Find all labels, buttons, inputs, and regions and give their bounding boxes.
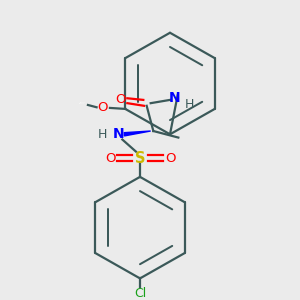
Polygon shape — [124, 131, 151, 136]
Text: O: O — [97, 101, 108, 114]
Text: N: N — [112, 127, 124, 141]
Text: O: O — [115, 93, 125, 106]
Text: S: S — [135, 152, 145, 166]
Text: methoxy: methoxy — [79, 103, 85, 104]
Text: H: H — [184, 98, 194, 111]
Text: H: H — [98, 128, 107, 141]
Text: O: O — [165, 152, 175, 165]
Text: methoxy: methoxy — [80, 102, 86, 103]
Text: Cl: Cl — [134, 286, 146, 300]
Text: N: N — [169, 91, 181, 105]
Text: O: O — [105, 152, 115, 165]
